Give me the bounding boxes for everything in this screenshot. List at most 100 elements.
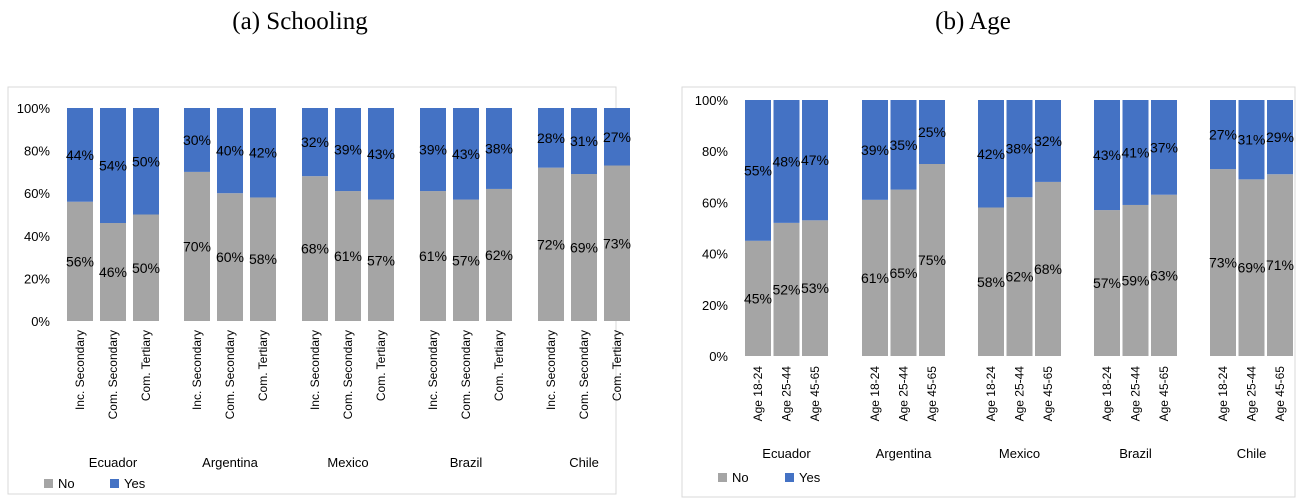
group-label: Chile bbox=[569, 455, 599, 470]
bar-no bbox=[250, 197, 276, 321]
data-label-no: 58% bbox=[249, 251, 277, 267]
data-label-no: 73% bbox=[1209, 255, 1237, 271]
data-label-yes: 27% bbox=[603, 129, 631, 145]
bar-yes bbox=[571, 108, 597, 175]
data-label-no: 58% bbox=[977, 274, 1005, 290]
data-label-yes: 37% bbox=[1150, 139, 1178, 155]
data-label-yes: 32% bbox=[301, 134, 329, 150]
bar-yes bbox=[802, 100, 828, 221]
category-label: Com. Tertiary bbox=[139, 330, 153, 401]
y-tick-label: 80% bbox=[702, 144, 728, 159]
group-label: Mexico bbox=[327, 455, 368, 470]
data-label-no: 73% bbox=[603, 235, 631, 251]
data-label-no: 61% bbox=[861, 270, 889, 286]
bar-no bbox=[1267, 174, 1293, 356]
bar-yes bbox=[538, 108, 564, 168]
y-tick-label: 40% bbox=[702, 247, 728, 262]
data-label-yes: 35% bbox=[889, 137, 917, 153]
data-label-no: 45% bbox=[744, 290, 772, 306]
category-label: Age 25-44 bbox=[1245, 366, 1259, 422]
bar-yes bbox=[1267, 100, 1293, 175]
bar-no bbox=[1094, 210, 1120, 356]
category-label: Com. Secondary bbox=[459, 330, 473, 419]
data-label-yes: 39% bbox=[861, 142, 889, 158]
category-label: Com. Secondary bbox=[341, 330, 355, 419]
bar-no bbox=[67, 201, 93, 321]
legend-swatch-yes bbox=[110, 479, 119, 488]
category-label: Com. Tertiary bbox=[610, 330, 624, 401]
data-label-yes: 55% bbox=[744, 162, 772, 178]
bar-no bbox=[217, 193, 243, 321]
data-label-yes: 43% bbox=[1093, 147, 1121, 163]
bar-yes bbox=[67, 108, 93, 202]
y-tick-label: 0% bbox=[31, 314, 50, 329]
legend-label-yes: Yes bbox=[799, 470, 821, 485]
legend-label-no: No bbox=[58, 476, 75, 491]
data-label-no: 60% bbox=[216, 249, 244, 265]
bar-no bbox=[745, 240, 771, 356]
data-label-yes: 27% bbox=[1209, 127, 1237, 143]
y-tick-label: 60% bbox=[702, 195, 728, 210]
group-label: Argentina bbox=[202, 455, 258, 470]
legend-swatch-no bbox=[44, 479, 53, 488]
group-label: Ecuador bbox=[89, 455, 138, 470]
data-label-no: 65% bbox=[889, 265, 917, 281]
data-label-no: 72% bbox=[537, 236, 565, 252]
bar-yes bbox=[1238, 100, 1265, 180]
bar-yes bbox=[890, 100, 917, 190]
bar-yes bbox=[773, 100, 800, 223]
group-label: Brazil bbox=[1119, 446, 1152, 461]
bar-yes bbox=[862, 100, 888, 200]
bar-yes bbox=[978, 100, 1004, 208]
data-label-yes: 25% bbox=[918, 124, 946, 140]
data-label-yes: 32% bbox=[1034, 133, 1062, 149]
bar-no bbox=[1006, 197, 1033, 356]
bar-yes bbox=[420, 108, 446, 192]
category-label: Age 25-44 bbox=[780, 366, 794, 422]
group-label: Ecuador bbox=[762, 446, 811, 461]
bar-yes bbox=[217, 108, 243, 194]
data-label-no: 57% bbox=[452, 252, 480, 268]
data-label-yes: 47% bbox=[801, 152, 829, 168]
data-label-yes: 39% bbox=[419, 142, 447, 158]
category-label: Com. Tertiary bbox=[492, 330, 506, 401]
bar-no bbox=[862, 199, 888, 356]
legend-swatch-yes bbox=[785, 473, 794, 482]
bar-no bbox=[1122, 204, 1149, 356]
bar-yes bbox=[745, 100, 771, 241]
y-tick-label: 0% bbox=[709, 349, 728, 364]
bar-yes bbox=[133, 108, 159, 215]
bar-no bbox=[1035, 181, 1061, 356]
data-label-yes: 48% bbox=[772, 153, 800, 169]
data-label-yes: 40% bbox=[216, 143, 244, 159]
category-label: Com. Tertiary bbox=[256, 330, 270, 401]
bar-yes bbox=[335, 108, 361, 192]
data-label-yes: 39% bbox=[334, 142, 362, 158]
data-label-yes: 43% bbox=[367, 146, 395, 162]
bar-no bbox=[302, 176, 328, 321]
category-label: Inc. Secondary bbox=[73, 330, 87, 410]
y-tick-label: 80% bbox=[24, 144, 50, 159]
data-label-yes: 30% bbox=[183, 132, 211, 148]
legend-swatch-no bbox=[718, 473, 727, 482]
category-label: Age 45-65 bbox=[1157, 366, 1171, 422]
data-label-yes: 29% bbox=[1266, 129, 1294, 145]
data-label-yes: 28% bbox=[537, 130, 565, 146]
bar-no bbox=[335, 191, 361, 321]
data-label-no: 61% bbox=[419, 248, 447, 264]
category-label: Age 18-24 bbox=[868, 366, 882, 422]
bar-no bbox=[133, 214, 159, 321]
group-label: Mexico bbox=[999, 446, 1040, 461]
bar-no bbox=[100, 223, 126, 321]
bar-no bbox=[1238, 179, 1265, 356]
bar-no bbox=[1210, 169, 1236, 356]
category-label: Age 18-24 bbox=[984, 366, 998, 422]
bar-yes bbox=[1151, 100, 1177, 195]
bar-yes bbox=[1210, 100, 1236, 170]
category-label: Age 45-65 bbox=[925, 366, 939, 422]
bar-no bbox=[919, 164, 945, 356]
data-label-no: 53% bbox=[801, 280, 829, 296]
category-label: Inc. Secondary bbox=[426, 330, 440, 410]
data-label-no: 62% bbox=[1005, 269, 1033, 285]
data-label-no: 57% bbox=[1093, 275, 1121, 291]
